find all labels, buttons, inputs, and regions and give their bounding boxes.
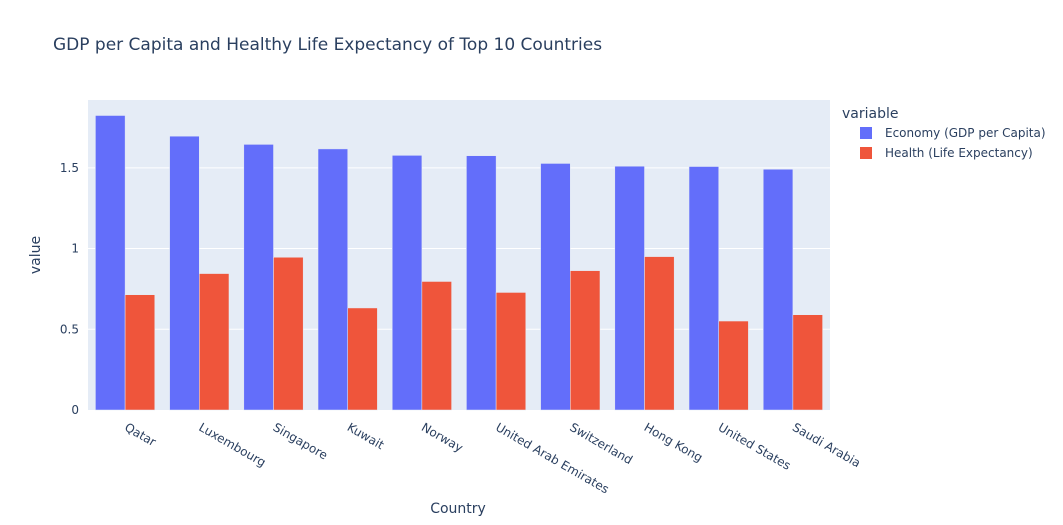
y-tick-label: 1.5: [60, 161, 79, 175]
bar-health: [421, 281, 452, 411]
bar-health: [273, 257, 304, 411]
bar-economy: [95, 115, 126, 411]
legend-label: Health (Life Expectancy): [885, 146, 1033, 160]
bar-economy: [243, 144, 274, 411]
x-tick-label: United States: [716, 420, 793, 473]
y-axis-title: value: [28, 236, 44, 274]
x-axis-title: Country: [430, 501, 486, 517]
legend-swatch: [860, 147, 872, 159]
x-tick-label: Hong Kong: [642, 420, 706, 465]
bar-health: [347, 307, 378, 411]
x-tick-label: Singapore: [271, 420, 330, 462]
bar-economy: [317, 148, 348, 411]
bar-economy: [169, 135, 200, 411]
y-tick-label: 0.5: [60, 322, 79, 336]
legend-title: variable: [842, 106, 898, 122]
bar-economy: [540, 163, 571, 411]
x-tick-label: Kuwait: [345, 420, 387, 452]
bar-health: [792, 314, 823, 411]
y-tick-label: 0: [71, 403, 79, 417]
bar-health: [570, 270, 601, 411]
bar-economy: [688, 166, 719, 411]
x-axis-ticks: Qatar Luxembourg Singapore Kuwait Norway Unit…: [122, 420, 863, 496]
bar-health: [199, 273, 230, 411]
y-axis-ticks: 0 0.5 1 1.5: [60, 161, 79, 417]
x-tick-label: Luxembourg: [196, 420, 268, 470]
bars: [95, 115, 823, 411]
bar-economy: [762, 169, 794, 411]
bar-health: [644, 256, 675, 411]
x-tick-label: Saudi Arabia: [790, 420, 863, 470]
bar-health: [124, 294, 156, 411]
bar-economy: [466, 155, 497, 411]
x-tick-label: Switzerland: [567, 420, 635, 467]
legend-swatch: [860, 127, 872, 139]
y-tick-label: 1: [71, 242, 79, 256]
bar-economy: [614, 165, 645, 411]
x-tick-label: Qatar: [122, 420, 158, 449]
x-tick-label: Norway: [419, 420, 465, 455]
legend: variable Economy (GDP per Capita) Health …: [842, 106, 1046, 160]
bar-health: [495, 292, 527, 411]
chart-title: GDP per Capita and Healthy Life Expectan…: [53, 35, 602, 55]
bar-health: [718, 320, 749, 411]
bar-economy: [391, 155, 423, 411]
legend-label: Economy (GDP per Capita): [885, 126, 1046, 140]
